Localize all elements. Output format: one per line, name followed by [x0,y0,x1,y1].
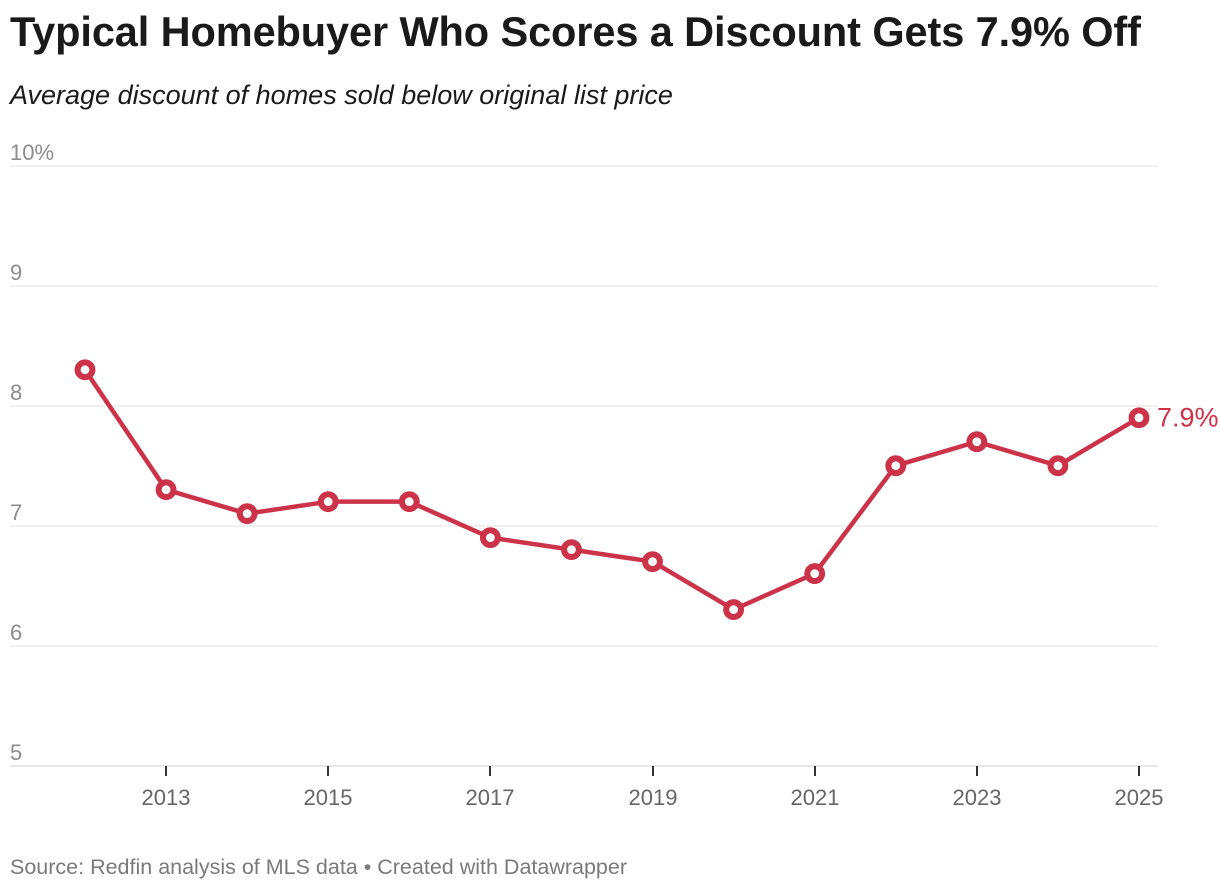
svg-text:2017: 2017 [466,785,515,810]
svg-text:8: 8 [10,380,22,405]
svg-text:2019: 2019 [629,785,678,810]
svg-text:2021: 2021 [791,785,840,810]
svg-text:2015: 2015 [304,785,353,810]
svg-text:10%: 10% [10,140,54,165]
svg-text:6: 6 [10,620,22,645]
svg-text:9: 9 [10,260,22,285]
svg-text:7.9%: 7.9% [1157,403,1219,433]
svg-text:2013: 2013 [142,785,191,810]
svg-text:2023: 2023 [953,785,1002,810]
svg-text:2025: 2025 [1115,785,1164,810]
svg-text:5: 5 [10,740,22,765]
svg-text:7: 7 [10,500,22,525]
